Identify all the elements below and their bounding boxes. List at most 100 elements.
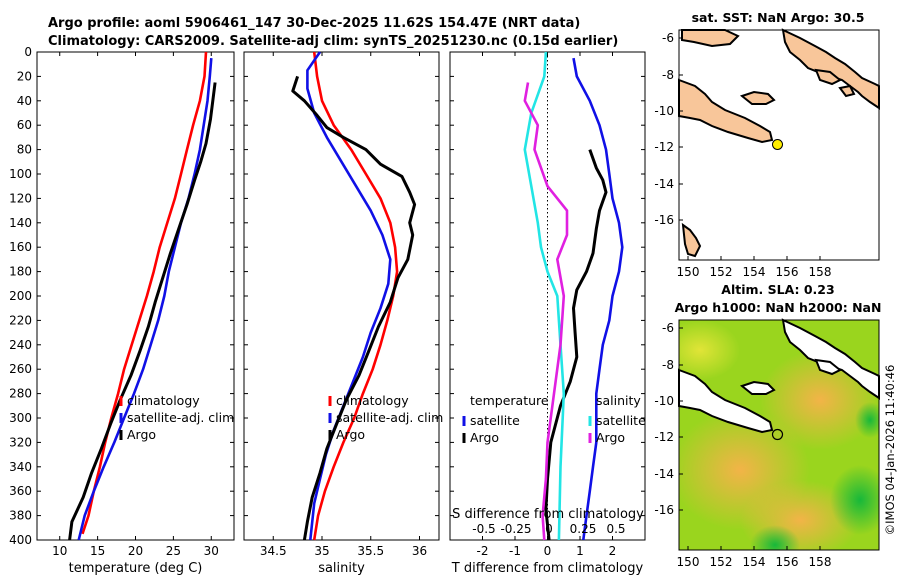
map-y-tick-label: -8	[662, 358, 674, 372]
sla-map-title-1: Altim. SLA: 0.23	[721, 282, 834, 297]
sla-coastline	[678, 318, 880, 434]
plot-frame	[243, 51, 440, 541]
y-tick-label: 80	[17, 143, 32, 157]
temperature-profile-panel: 0 20 40 60 80 100 120 140 160 180 200 220 240 260 280 3…	[9, 45, 235, 576]
sla-map-axes: 150 152 154 156 158 -6 -8 -10 -12 -14 -16	[654, 321, 831, 569]
sla-map-panel: Altim. SLA: 0.23 Argo h1000: NaN h2000: …	[654, 282, 882, 569]
legend-label: Argo	[336, 427, 365, 442]
map-x-tick-label: 154	[743, 555, 766, 569]
sst-map-panel: sat. SST: NaN Argo: 30.5 150 152 154 156 158…	[654, 10, 880, 279]
map-x-tick-label: 154	[743, 265, 766, 279]
sst-map-axes: 150 152 154 156 158 -6 -8 -10 -12 -14 -16	[654, 31, 831, 279]
x-tick-label: 10	[52, 544, 67, 558]
x-tick-label: 20	[128, 544, 143, 558]
title-line-2: Climatology: CARS2009. Satellite-adj cli…	[48, 34, 618, 49]
series-line-argo	[291, 75, 417, 541]
series-line-s-argo	[523, 82, 569, 541]
s-tick-label: 0	[545, 522, 553, 536]
map-x-tick-label: 158	[809, 555, 832, 569]
map-y-tick-label: -16	[654, 503, 674, 517]
difference-profile-panel: -2 -1 0 1 2 T difference from climatology temp…	[449, 51, 646, 576]
map-y-tick-label: -14	[654, 467, 674, 481]
legend-label: Argo	[470, 430, 499, 445]
sla-field	[679, 320, 879, 550]
map-y-tick-label: -12	[654, 140, 674, 154]
y-tick-label: 100	[9, 167, 32, 181]
s-tick-label: 0.5	[606, 522, 625, 536]
y-tick-label: 280	[9, 387, 32, 401]
salinity-profile-panel: 34.5 35 35.5 36 salinity climatology satellite…	[243, 51, 443, 576]
sst-map-title: sat. SST: NaN Argo: 30.5	[692, 10, 865, 25]
series-line-t-argo	[544, 149, 608, 541]
y-tick-label: 180	[9, 265, 32, 279]
y-tick-label: 300	[9, 411, 32, 425]
x-tick-label: 34.5	[260, 544, 287, 558]
legend-label: satellite-adj. clim	[127, 410, 234, 425]
sla-float-marker	[771, 428, 784, 441]
y-tick-label: 340	[9, 460, 32, 474]
y-tick-label: 20	[17, 69, 32, 83]
s-tick-label: -0.5	[472, 522, 495, 536]
x-tick-label: 30	[204, 544, 219, 558]
y-tick-label: 40	[17, 94, 32, 108]
x-tick-label: 35.5	[357, 544, 384, 558]
legend-title-salinity: salinity	[596, 393, 641, 408]
y-tick-label: 260	[9, 362, 32, 376]
x-axis-label: salinity	[318, 561, 365, 576]
s-difference-axis-label: S difference from climatology	[452, 507, 644, 522]
y-tick-label: 140	[9, 216, 32, 230]
legend-label: satellite-adj. clim	[336, 410, 443, 425]
y-tick-label: 200	[9, 289, 32, 303]
x-tick-label: 36	[412, 544, 427, 558]
s-tick-label: -0.25	[500, 522, 531, 536]
legend-title-temperature: temperature	[470, 393, 549, 408]
sst-float-marker	[772, 139, 783, 150]
sla-map-frame	[678, 319, 880, 551]
series-line-satellite-adj-clim	[77, 57, 213, 541]
x-tick-label: 0	[544, 544, 552, 558]
map-y-tick-label: -8	[662, 68, 674, 82]
y-tick-label: 400	[9, 533, 32, 547]
y-tick-label: 320	[9, 435, 32, 449]
x-tick-label: 1	[576, 544, 584, 558]
y-tick-label: 240	[9, 338, 32, 352]
y-tick-label: 160	[9, 240, 32, 254]
x-tick-label: 25	[166, 544, 181, 558]
legend-label: satellite	[596, 413, 646, 428]
x-tick-label: -2	[477, 544, 489, 558]
series-line-argo	[68, 82, 217, 541]
map-y-tick-label: -14	[654, 177, 674, 191]
s-tick-label: 0.25	[570, 522, 597, 536]
sst-coastline	[678, 28, 880, 258]
map-x-tick-label: 150	[677, 555, 700, 569]
x-tick-label: -1	[509, 544, 521, 558]
y-tick-label: 120	[9, 191, 32, 205]
title-line-1: Argo profile: aoml 5906461_147 30-Dec-20…	[48, 16, 580, 31]
x-tick-label: 15	[90, 544, 105, 558]
legend-label: Argo	[127, 427, 156, 442]
x-axis-label: temperature (deg C)	[69, 561, 203, 576]
series-line-t-satellite	[572, 57, 624, 541]
y-tick-label: 60	[17, 118, 32, 132]
legend-label: climatology	[336, 393, 409, 408]
map-y-tick-label: -10	[654, 104, 674, 118]
sla-map-title-2: Argo h1000: NaN h2000: NaN	[675, 300, 882, 315]
series-line-climatology	[81, 51, 208, 535]
map-y-tick-label: -6	[662, 321, 674, 335]
legend-label: climatology	[127, 393, 200, 408]
map-y-tick-label: -12	[654, 430, 674, 444]
map-y-tick-label: -16	[654, 213, 674, 227]
y-tick-label: 360	[9, 484, 32, 498]
y-tick-label: 0	[24, 45, 32, 59]
y-tick-label: 220	[9, 313, 32, 327]
map-y-tick-label: -6	[662, 31, 674, 45]
map-x-tick-label: 156	[776, 555, 799, 569]
map-x-tick-label: 156	[776, 265, 799, 279]
map-x-tick-label: 152	[710, 265, 733, 279]
map-x-tick-label: 152	[710, 555, 733, 569]
map-x-tick-label: 158	[809, 265, 832, 279]
legend-label: Argo	[596, 430, 625, 445]
map-y-tick-label: -10	[654, 394, 674, 408]
x-axis-label: T difference from climatology	[451, 561, 644, 576]
